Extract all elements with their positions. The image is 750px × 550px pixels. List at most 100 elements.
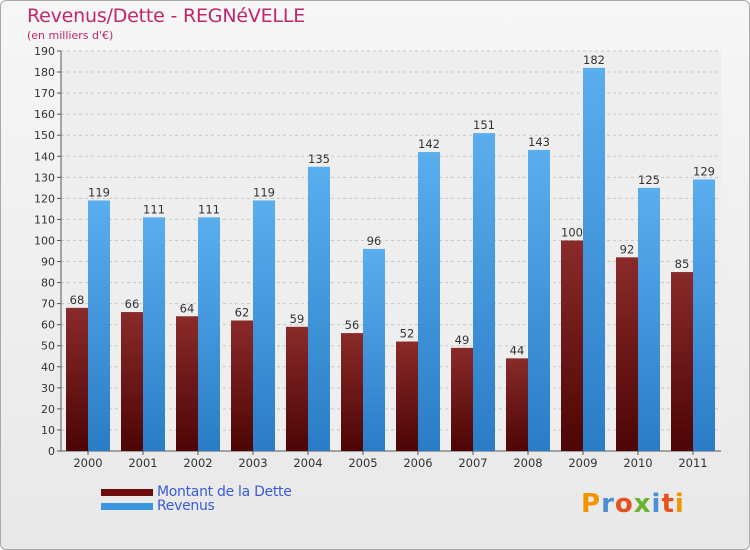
data-label: 52 (400, 327, 415, 341)
legend-swatch-debt (101, 488, 153, 496)
logo-letter: i (651, 489, 662, 519)
bar-dette-2011 (671, 272, 693, 451)
bar-revenus-2001 (143, 217, 165, 451)
x-tick-label: 2008 (513, 456, 542, 470)
data-label: 66 (125, 297, 140, 311)
bar-dette-2003 (231, 320, 253, 451)
data-label: 119 (88, 185, 110, 199)
bar-revenus-2011 (693, 179, 715, 451)
bar-revenus-2002 (198, 217, 220, 451)
y-tick-label: 90 (41, 256, 55, 269)
bar-dette-2002 (176, 316, 198, 451)
bar-dette-2005 (341, 333, 363, 451)
data-label: 68 (70, 293, 85, 307)
bar-revenus-2000 (88, 200, 110, 451)
y-tick-label: 40 (41, 361, 55, 374)
x-tick-label: 2001 (128, 456, 157, 470)
x-tick-label: 2007 (458, 456, 487, 470)
y-tick-label: 160 (34, 108, 55, 121)
logo-letter: x (633, 489, 652, 519)
data-label: 125 (638, 173, 660, 187)
data-label: 64 (180, 301, 195, 315)
bar-revenus-2005 (363, 248, 385, 451)
data-label: 49 (455, 333, 470, 347)
data-label: 59 (290, 312, 305, 326)
bar-dette-2000 (66, 307, 88, 451)
y-tick-label: 150 (34, 129, 55, 142)
x-tick-label: 2000 (73, 456, 102, 470)
data-label: 151 (473, 118, 495, 132)
bar-revenus-2007 (473, 133, 495, 451)
x-tick-label: 2004 (293, 456, 322, 470)
bar-revenus-2010 (638, 187, 660, 451)
y-tick-label: 190 (34, 45, 55, 58)
x-tick-label: 2003 (238, 456, 267, 470)
data-label: 100 (561, 225, 583, 239)
plot-area (61, 51, 721, 451)
logo-letter: t (661, 489, 675, 519)
data-label: 142 (418, 137, 440, 151)
bar-dette-2006 (396, 341, 418, 451)
x-tick-label: 2009 (568, 456, 597, 470)
data-label: 135 (308, 152, 330, 166)
logo-letter: i (674, 489, 685, 519)
data-label: 111 (198, 202, 220, 216)
y-tick-label: 120 (34, 192, 55, 205)
y-tick-label: 70 (41, 298, 55, 311)
data-label: 143 (528, 135, 550, 149)
y-tick-label: 0 (48, 445, 55, 458)
proxiti-logo: Proxiti (581, 489, 685, 519)
logo-letter: P (581, 489, 602, 519)
data-label: 182 (583, 53, 605, 67)
chart-title: Revenus/Dette - REGNéVELLE (27, 5, 306, 27)
y-tick-label: 80 (41, 277, 55, 290)
data-label: 44 (510, 343, 525, 357)
y-tick-label: 180 (34, 66, 55, 79)
data-label: 92 (620, 242, 635, 256)
bar-dette-2004 (286, 326, 308, 451)
data-label: 96 (367, 234, 382, 248)
logo-letter: r (601, 489, 615, 519)
legend-item-revenus: Revenus (101, 498, 292, 514)
y-tick-label: 170 (34, 87, 55, 100)
x-tick-label: 2010 (623, 456, 652, 470)
bar-dette-2010 (616, 257, 638, 451)
y-tick-label: 20 (41, 403, 55, 416)
bar-revenus-2004 (308, 166, 330, 451)
y-tick-label: 50 (41, 340, 55, 353)
bar-revenus-2003 (253, 200, 275, 451)
legend-label-debt: Montant de la Dette (157, 484, 292, 500)
data-label: 119 (253, 185, 275, 199)
x-tick-label: 2005 (348, 456, 377, 470)
legend: Montant de la Dette Revenus (101, 484, 292, 514)
legend-label-revenus: Revenus (157, 498, 215, 514)
bar-dette-2009 (561, 240, 583, 451)
y-tick-label: 60 (41, 319, 55, 332)
data-label: 56 (345, 318, 360, 332)
y-tick-label: 10 (41, 424, 55, 437)
legend-swatch-revenus (101, 502, 153, 510)
x-tick-label: 2002 (183, 456, 212, 470)
bar-revenus-2006 (418, 152, 440, 452)
bar-dette-2008 (506, 358, 528, 451)
data-label: 85 (675, 257, 690, 271)
y-tick-label: 110 (34, 213, 55, 226)
bar-revenus-2009 (583, 67, 605, 451)
logo-letter: o (614, 489, 634, 519)
x-tick-label: 2006 (403, 456, 432, 470)
y-tick-label: 100 (34, 234, 55, 247)
y-tick-label: 140 (34, 150, 55, 163)
legend-item-debt: Montant de la Dette (101, 484, 292, 500)
bar-revenus-2008 (528, 149, 550, 451)
data-label: 111 (143, 202, 165, 216)
data-label: 129 (693, 164, 715, 178)
bar-dette-2001 (121, 312, 143, 451)
y-tick-label: 30 (41, 382, 55, 395)
data-label: 62 (235, 305, 250, 319)
y-tick-label: 130 (34, 171, 55, 184)
bar-dette-2007 (451, 347, 473, 451)
x-tick-label: 2011 (678, 456, 707, 470)
chart-subtitle: (en milliers d'€) (27, 29, 114, 42)
